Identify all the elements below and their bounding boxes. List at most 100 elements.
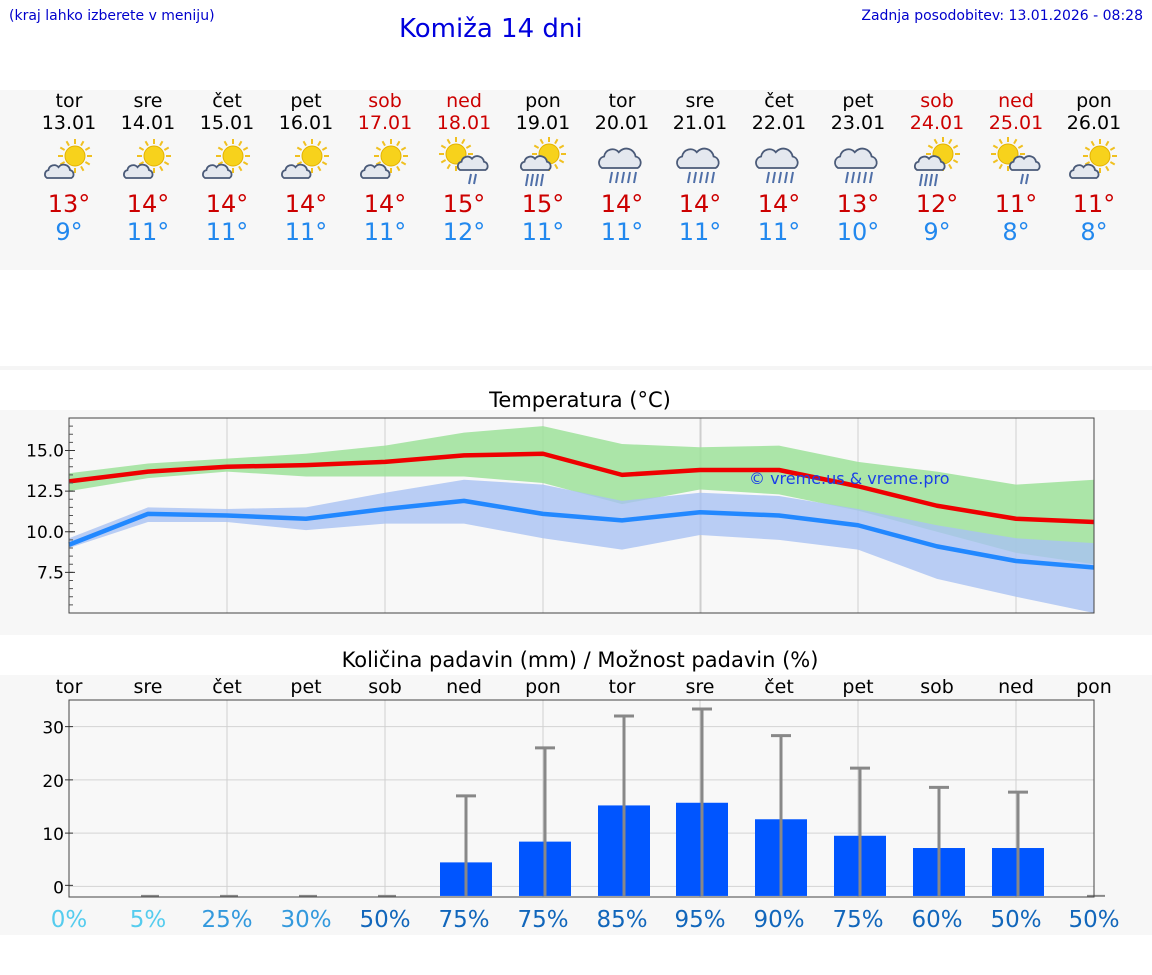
precip-probability: 60% xyxy=(911,907,962,933)
min-temperature: 11° xyxy=(284,218,328,246)
forecast-day: tor 13.01 13° 9° xyxy=(29,90,109,246)
partly-sunny-icon xyxy=(360,139,408,179)
cloud-rain-icon xyxy=(834,147,878,184)
divider xyxy=(0,366,1152,370)
day-name: pet xyxy=(842,90,874,112)
min-temperature: 11° xyxy=(757,218,801,246)
partly-sunny-icon xyxy=(281,139,329,179)
max-range-band xyxy=(69,426,1094,565)
max-temperature: 14° xyxy=(284,190,328,218)
category-label: ned xyxy=(446,676,482,698)
max-temperature-line xyxy=(68,451,1095,525)
cloud-rain-icon xyxy=(676,147,720,184)
precip-probability: 50% xyxy=(359,907,410,933)
day-date: 14.01 xyxy=(120,112,176,134)
forecast-day: pet 23.01 13° 10° xyxy=(818,90,898,246)
day-name: tor xyxy=(608,90,636,112)
min-temperature: 11° xyxy=(363,218,407,246)
max-temperature: 11° xyxy=(1072,190,1116,218)
category-label: tor xyxy=(56,676,83,698)
min-temperature: 9° xyxy=(923,218,951,246)
category-label: čet xyxy=(212,676,242,698)
min-temperature: 10° xyxy=(836,218,880,246)
temperature-chart-title: Temperatura (°C) xyxy=(489,388,671,412)
precip-probability: 50% xyxy=(990,907,1041,933)
forecast-day: čet 22.01 14° 11° xyxy=(739,90,819,246)
category-label: sob xyxy=(368,676,402,698)
min-temperature: 11° xyxy=(126,218,170,246)
category-label: pon xyxy=(1076,676,1112,698)
max-temperature: 14° xyxy=(363,190,407,218)
precip-probability: 95% xyxy=(674,907,725,933)
y-tick-label: 0 xyxy=(53,878,64,898)
max-temperature: 15° xyxy=(521,190,565,218)
forecast-day: pet 16.01 14° 11° xyxy=(266,90,346,246)
precip-probability: 75% xyxy=(517,907,568,933)
forecast-day: tor 20.01 14° 11° xyxy=(582,90,662,246)
category-label: pon xyxy=(525,676,561,698)
min-temperature: 12° xyxy=(442,218,486,246)
page-title: Komiža 14 dni xyxy=(399,14,583,44)
day-name: ned xyxy=(446,90,482,112)
day-date: 22.01 xyxy=(751,112,807,134)
forecast-day: sob 17.01 14° 11° xyxy=(345,90,425,246)
watermark: © vreme.us & vreme.pro xyxy=(749,469,950,488)
max-temperature: 14° xyxy=(678,190,722,218)
category-label: ned xyxy=(998,676,1034,698)
precip-probability: 25% xyxy=(201,907,252,933)
max-temperature: 14° xyxy=(126,190,170,218)
max-temperature: 12° xyxy=(915,190,959,218)
precip-probability: 75% xyxy=(832,907,883,933)
max-temperature: 11° xyxy=(994,190,1038,218)
partly-sunny-icon xyxy=(1069,139,1117,179)
day-name: sre xyxy=(685,90,715,112)
forecast-day: pon 19.01 15° 11° xyxy=(503,90,583,246)
day-name: pet xyxy=(290,90,322,112)
cloud-rain-icon xyxy=(755,147,799,184)
forecast-day: čet 15.01 14° 11° xyxy=(187,90,267,246)
y-tick-label: 7.5 xyxy=(37,563,64,583)
max-temperature: 13° xyxy=(836,190,880,218)
y-tick-label: 30 xyxy=(42,719,64,739)
day-date: 16.01 xyxy=(278,112,334,134)
day-date: 15.01 xyxy=(199,112,255,134)
day-name: pon xyxy=(525,90,561,112)
day-date: 23.01 xyxy=(830,112,886,134)
y-tick-label: 10.0 xyxy=(26,523,64,543)
day-date: 17.01 xyxy=(357,112,413,134)
precipitation-chart-title: Količina padavin (mm) / Možnost padavin … xyxy=(341,648,819,672)
y-tick-label: 15.0 xyxy=(26,442,64,462)
min-temperature: 9° xyxy=(55,218,83,246)
day-name: čet xyxy=(212,90,242,112)
precip-probability: 30% xyxy=(280,907,331,933)
last-update: Zadnja posodobitev: 13.01.2026 - 08:28 xyxy=(861,8,1143,24)
category-label: pet xyxy=(290,676,321,698)
min-temperature: 11° xyxy=(678,218,722,246)
precipitation-chart: tor sre čet pet sob ned pon tor sre čet pet sob ned p… xyxy=(42,676,1119,933)
category-label: sre xyxy=(134,676,163,698)
partly-sunny-icon xyxy=(44,139,92,179)
category-label: sob xyxy=(920,676,954,698)
precip-probability: 0% xyxy=(51,907,88,933)
precip-probability: 85% xyxy=(596,907,647,933)
min-temperature: 11° xyxy=(521,218,565,246)
category-label: čet xyxy=(764,676,794,698)
cloud-rain-icon xyxy=(598,147,642,184)
min-range-band xyxy=(69,479,1094,613)
sun-cloud-heavy-rain-icon xyxy=(913,137,960,187)
forecast-day: sob 24.01 12° 9° xyxy=(897,90,977,246)
y-tick-label: 20 xyxy=(42,772,64,792)
min-temperature-line xyxy=(68,498,1095,570)
day-date: 26.01 xyxy=(1066,112,1122,134)
location-hint: (kraj lahko izberete v meniju) xyxy=(9,8,215,24)
sun-cloud-rain-icon xyxy=(991,137,1041,185)
precip-probability: 75% xyxy=(438,907,489,933)
day-date: 18.01 xyxy=(436,112,492,134)
partly-sunny-icon xyxy=(202,139,250,179)
forecast-day: sre 21.01 14° 11° xyxy=(660,90,740,246)
forecast-band xyxy=(0,90,1152,270)
min-temperature: 8° xyxy=(1080,218,1108,246)
day-name: pon xyxy=(1076,90,1112,112)
forecast-day: ned 25.01 11° 8° xyxy=(976,90,1056,246)
category-label: sre xyxy=(686,676,715,698)
